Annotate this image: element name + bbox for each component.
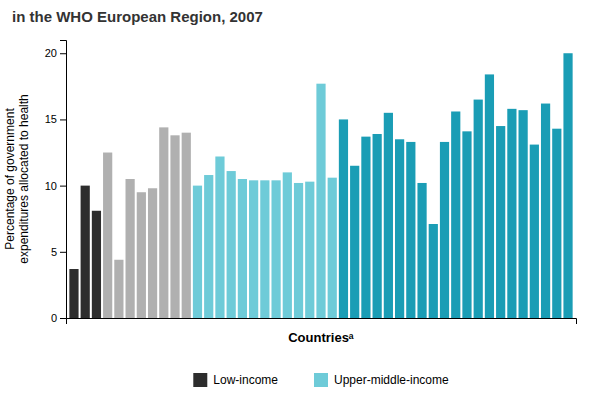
bar bbox=[260, 180, 269, 318]
bar bbox=[474, 100, 483, 318]
bar bbox=[373, 134, 382, 318]
chart: in the WHO European Region, 2007 0 5 10 15 20… bbox=[0, 0, 592, 398]
x-axis bbox=[67, 319, 577, 325]
bar bbox=[294, 183, 303, 318]
bar bbox=[305, 182, 314, 318]
bar bbox=[563, 53, 572, 318]
bar bbox=[159, 127, 168, 318]
bar bbox=[193, 186, 202, 318]
bar bbox=[552, 129, 561, 318]
legend-label: Low-income bbox=[213, 373, 278, 387]
bar bbox=[496, 126, 505, 318]
y-tick-mark bbox=[60, 186, 66, 187]
bar bbox=[283, 172, 292, 318]
legend-item: Low-income bbox=[193, 373, 278, 387]
bar bbox=[249, 180, 258, 318]
plot: 0 5 10 15 20 bbox=[45, 41, 577, 325]
bar bbox=[227, 171, 236, 318]
y-tick-mark bbox=[60, 318, 66, 319]
bar bbox=[339, 119, 348, 318]
x-axis-title: Countriesᵃ bbox=[288, 330, 354, 345]
bar bbox=[316, 84, 325, 318]
legend-swatch bbox=[314, 373, 328, 387]
bar bbox=[530, 145, 539, 318]
bar bbox=[271, 180, 280, 318]
bar bbox=[170, 135, 179, 318]
y-tick-label: 10 bbox=[45, 180, 57, 192]
legend-item: Upper-middle-income bbox=[314, 373, 449, 387]
bar bbox=[328, 178, 337, 318]
bar bbox=[81, 186, 90, 318]
bar bbox=[440, 142, 449, 318]
legend-swatch bbox=[193, 373, 207, 387]
bar bbox=[417, 183, 426, 318]
bar bbox=[395, 139, 404, 318]
bar bbox=[204, 175, 213, 318]
bar bbox=[462, 131, 471, 318]
y-tick-mark bbox=[60, 252, 66, 253]
legend: Low-income Upper-middle-income bbox=[193, 373, 449, 387]
title: in the WHO European Region, 2007 bbox=[12, 8, 263, 25]
bars bbox=[69, 53, 572, 318]
legend-label: Upper-middle-income bbox=[334, 373, 449, 387]
bar bbox=[485, 74, 494, 318]
bar bbox=[451, 111, 460, 318]
bar bbox=[541, 104, 550, 318]
bar bbox=[182, 133, 191, 318]
y-axis-title: Percentage of governmentexpenditures all… bbox=[3, 94, 31, 263]
bar bbox=[215, 156, 224, 318]
x-axis-line bbox=[67, 319, 577, 325]
bar bbox=[92, 211, 101, 318]
bar bbox=[103, 153, 112, 318]
bar bbox=[148, 188, 157, 318]
y-tick: 10 bbox=[45, 180, 66, 192]
y-tick-mark bbox=[60, 119, 66, 120]
bar bbox=[519, 110, 528, 318]
y-axis: 0 5 10 15 20 bbox=[45, 41, 67, 325]
y-tick-label: 0 bbox=[51, 312, 57, 324]
y-tick-mark bbox=[60, 53, 66, 54]
bar bbox=[238, 179, 247, 318]
bar bbox=[361, 137, 370, 318]
bar bbox=[406, 142, 415, 318]
y-tick-label: 15 bbox=[45, 113, 57, 125]
bar bbox=[114, 260, 123, 318]
bar bbox=[350, 166, 359, 318]
y-tick: 0 bbox=[51, 312, 66, 324]
y-tick: 5 bbox=[51, 246, 66, 258]
y-tick-label: 20 bbox=[45, 47, 57, 59]
y-tick: 15 bbox=[45, 113, 66, 125]
bar bbox=[507, 109, 516, 318]
y-axis-line bbox=[60, 41, 67, 319]
y-tick: 20 bbox=[45, 47, 66, 59]
bar bbox=[69, 269, 78, 318]
y-tick-label: 5 bbox=[51, 246, 57, 258]
bar bbox=[137, 192, 146, 318]
bar bbox=[384, 113, 393, 318]
bar bbox=[429, 224, 438, 318]
bar bbox=[126, 179, 135, 318]
